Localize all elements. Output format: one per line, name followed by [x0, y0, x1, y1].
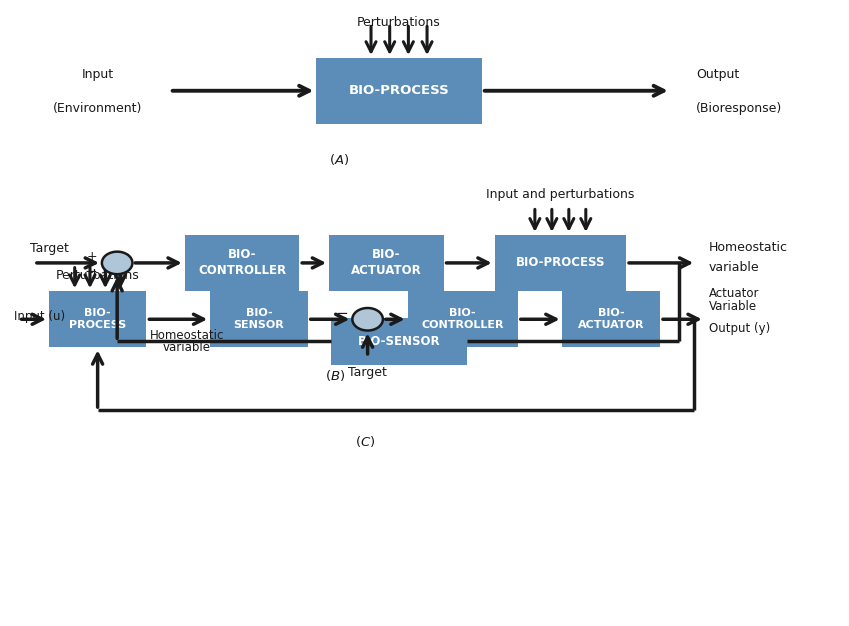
Text: +: +	[87, 250, 98, 263]
Text: BIO-
PROCESS: BIO- PROCESS	[69, 308, 127, 331]
Text: (Bioresponse): (Bioresponse)	[696, 102, 783, 115]
Text: Actuator: Actuator	[709, 287, 759, 300]
Circle shape	[352, 308, 383, 331]
Text: $(A)$: $(A)$	[329, 152, 350, 167]
Bar	[329, 235, 443, 291]
Text: Perturbations: Perturbations	[56, 269, 139, 282]
Text: (Environment): (Environment)	[53, 102, 143, 115]
Text: −: −	[85, 264, 98, 279]
Bar	[331, 318, 467, 364]
Text: variable: variable	[163, 341, 211, 354]
Text: Target: Target	[348, 366, 387, 379]
Text: BIO-
CONTROLLER: BIO- CONTROLLER	[198, 249, 286, 277]
Text: BIO-SENSOR: BIO-SENSOR	[357, 335, 441, 347]
Bar	[184, 235, 299, 291]
Text: −: −	[335, 305, 348, 321]
Text: Output (y): Output (y)	[709, 322, 770, 336]
Bar	[316, 58, 481, 124]
Text: Output: Output	[696, 68, 739, 81]
Text: Perturbations: Perturbations	[357, 16, 441, 29]
Bar	[562, 291, 660, 347]
Bar	[48, 291, 147, 347]
Text: BIO-PROCESS: BIO-PROCESS	[349, 85, 449, 97]
Text: Homeostatic: Homeostatic	[149, 329, 224, 342]
Text: Input: Input	[82, 68, 114, 81]
Text: $(C)$: $(C)$	[355, 434, 375, 449]
Text: BIO-
ACTUATOR: BIO- ACTUATOR	[351, 249, 422, 277]
Text: Target: Target	[30, 242, 69, 255]
Text: +: +	[364, 336, 374, 349]
Text: BIO-PROCESS: BIO-PROCESS	[515, 257, 605, 269]
Text: Variable: Variable	[709, 300, 757, 313]
Text: BIO-
SENSOR: BIO- SENSOR	[233, 308, 284, 331]
Text: Homeostatic: Homeostatic	[709, 240, 788, 254]
Text: BIO-
CONTROLLER: BIO- CONTROLLER	[421, 308, 504, 331]
Bar	[408, 291, 518, 347]
Text: Input and perturbations: Input and perturbations	[486, 188, 634, 201]
Text: $(B)$: $(B)$	[325, 368, 346, 383]
Text: variable: variable	[709, 261, 760, 274]
Bar	[210, 291, 307, 347]
Text: Input (u): Input (u)	[14, 310, 65, 323]
Bar	[494, 235, 627, 291]
Circle shape	[102, 252, 132, 274]
Text: BIO-
ACTUATOR: BIO- ACTUATOR	[578, 308, 644, 331]
